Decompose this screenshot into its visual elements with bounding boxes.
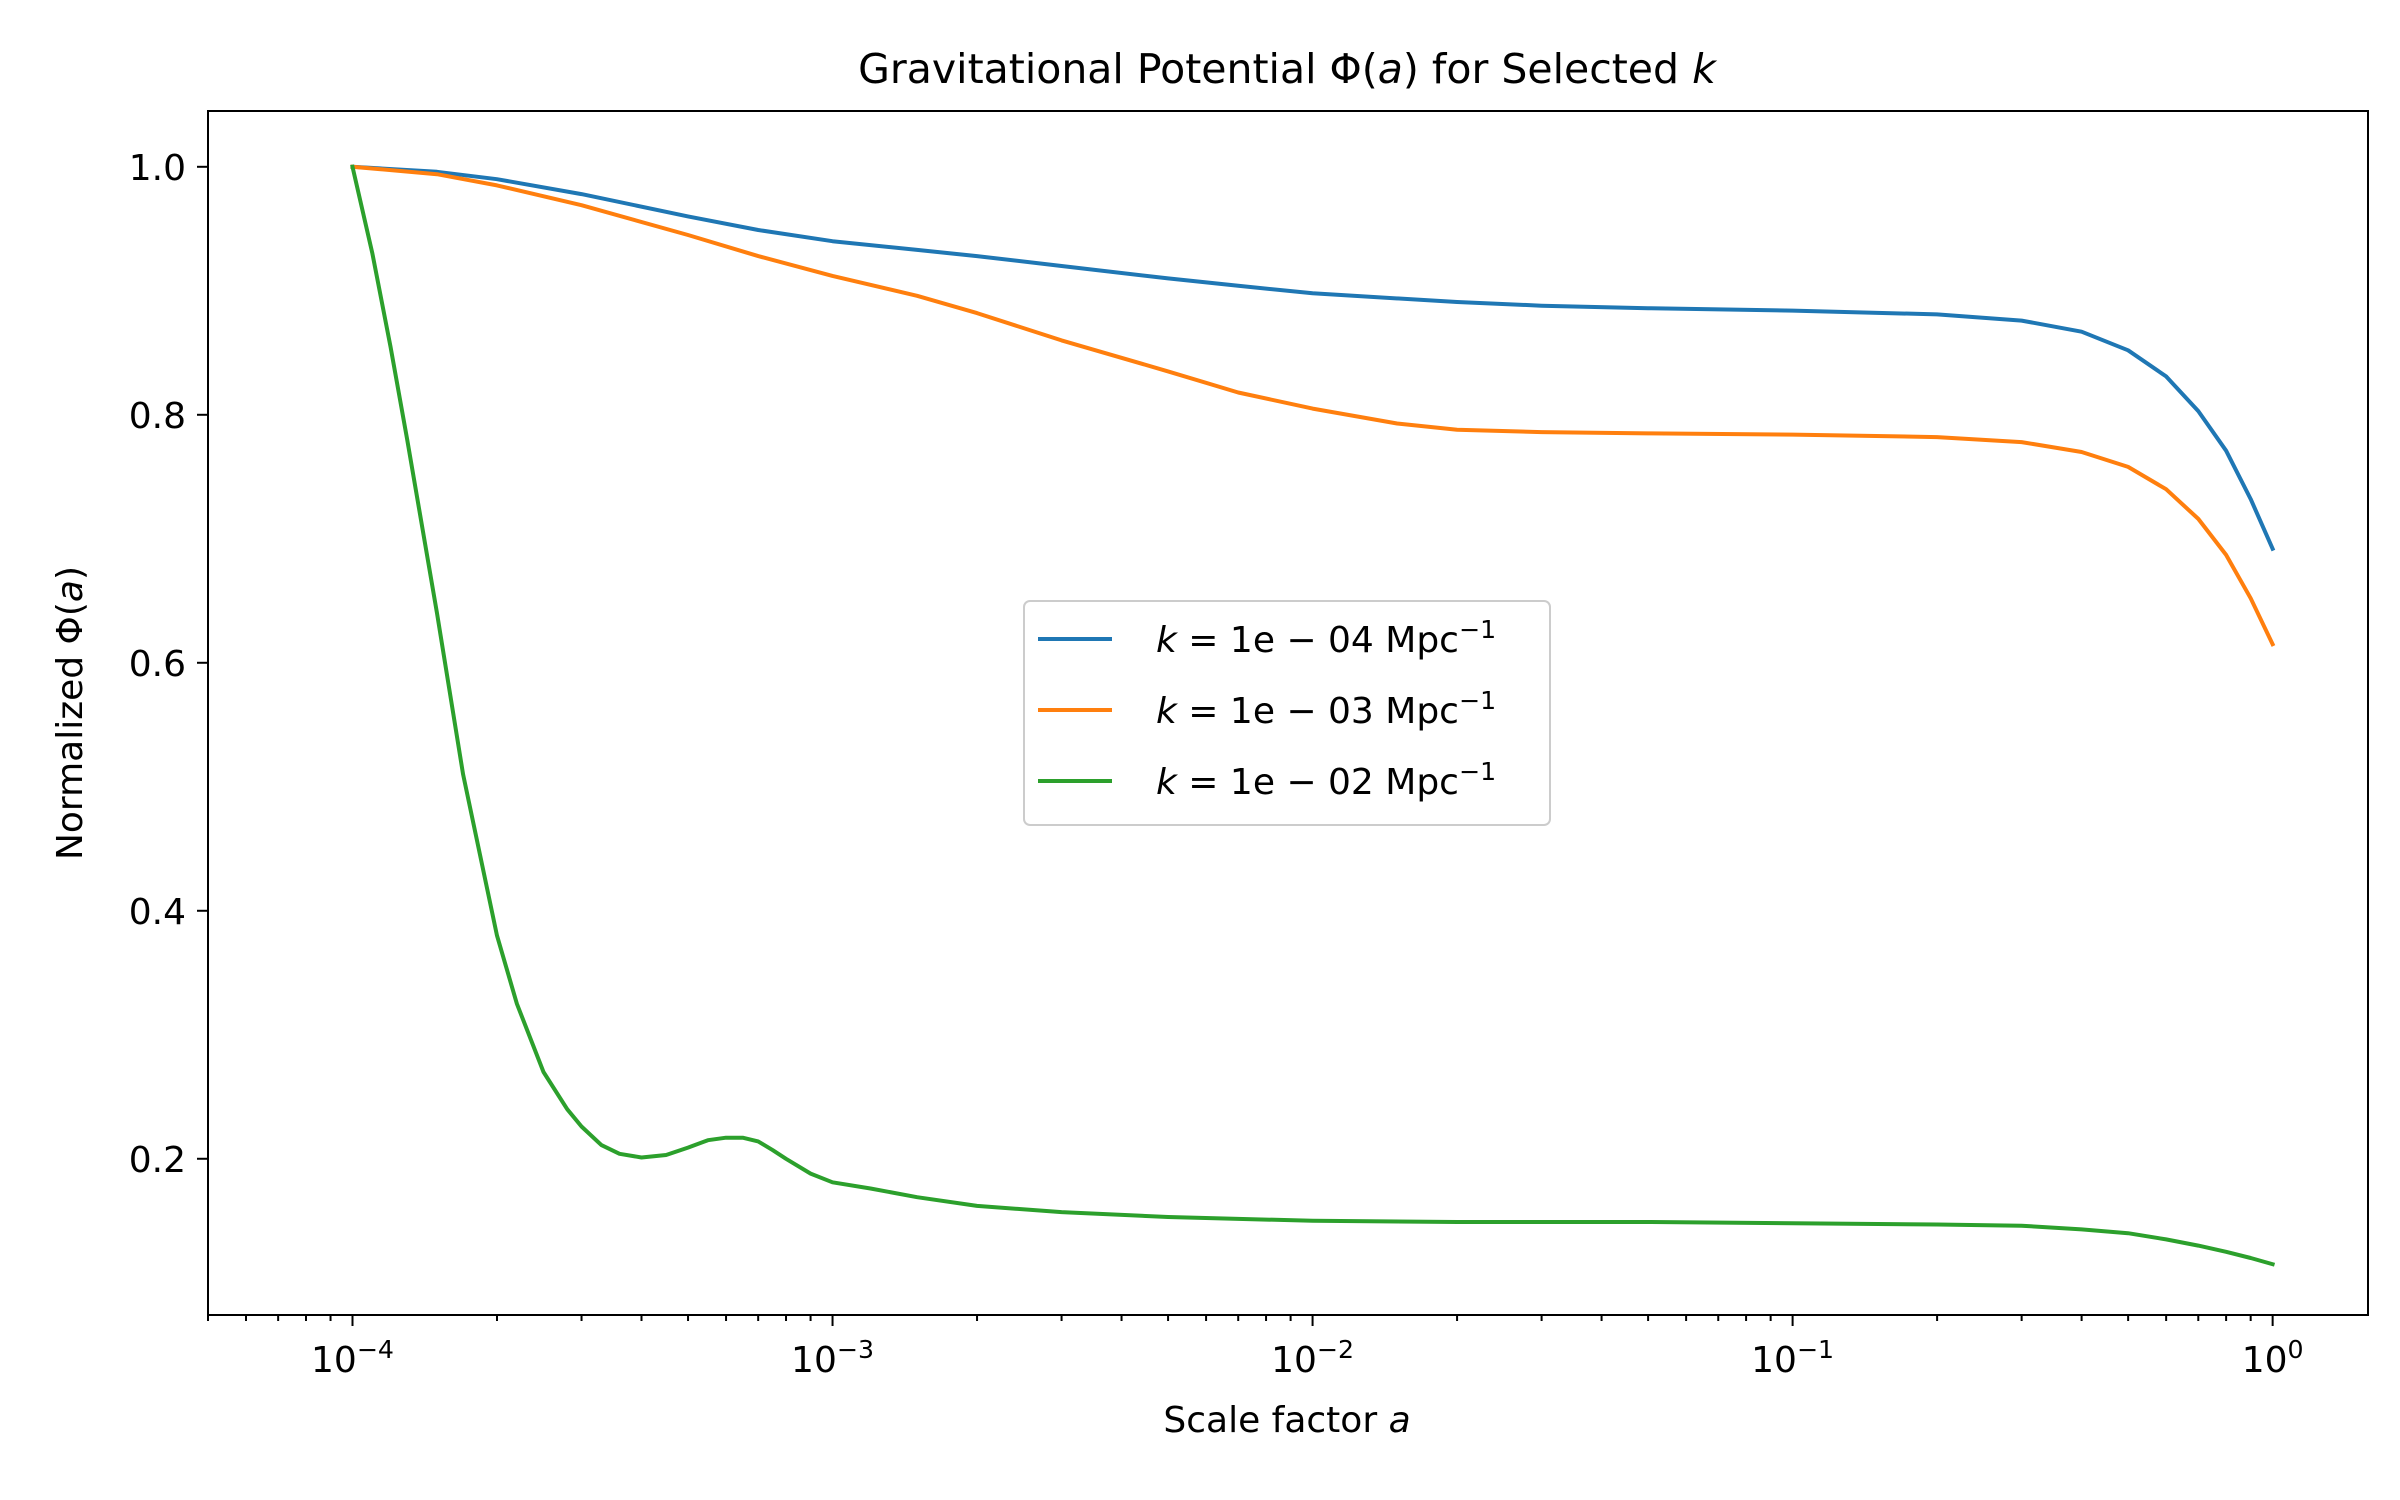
x-tick-label: 10−3 <box>791 1335 874 1382</box>
y-axis: 0.2 0.4 0.6 0.8 1.0 <box>129 148 208 1181</box>
x-tick-label: 10−1 <box>1751 1335 1834 1382</box>
y-axis-label: Normalized Φ(a) <box>50 566 91 860</box>
x-tick-label: 10−2 <box>1271 1335 1354 1382</box>
y-tick-label: 0.2 <box>129 1140 186 1181</box>
legend-label-1: k = 1e − 04 Mpc−1 <box>1156 615 1496 662</box>
y-tick-label: 1.0 <box>129 148 186 189</box>
legend: k = 1e − 04 Mpc−1 k = 1e − 03 Mpc−1 k = 1e… <box>1023 600 1551 826</box>
y-tick-label: 0.4 <box>129 892 186 933</box>
y-tick-label: 0.6 <box>129 644 186 685</box>
series-layer <box>350 164 2276 1267</box>
series-line-1 <box>350 164 2276 552</box>
legend-label-2: k = 1e − 03 Mpc−1 <box>1156 686 1496 733</box>
series-line-3 <box>350 164 2276 1267</box>
legend-box <box>1023 600 1551 826</box>
legend-label-3: k = 1e − 02 Mpc−1 <box>1156 757 1496 804</box>
series-line-2 <box>350 164 2276 647</box>
x-tick-label: 100 <box>2242 1335 2304 1382</box>
x-tick-label: 10−4 <box>311 1335 394 1382</box>
y-tick-label: 0.8 <box>129 396 186 437</box>
plot-frame <box>207 110 2369 1316</box>
x-axis: 10−4 10−3 10−2 10−1 100 <box>207 1315 2304 1382</box>
x-axis-label: Scale factor a <box>1163 1400 1410 1441</box>
chart-title: Gravitational Potential Φ(a) for Selecte… <box>858 45 1718 93</box>
